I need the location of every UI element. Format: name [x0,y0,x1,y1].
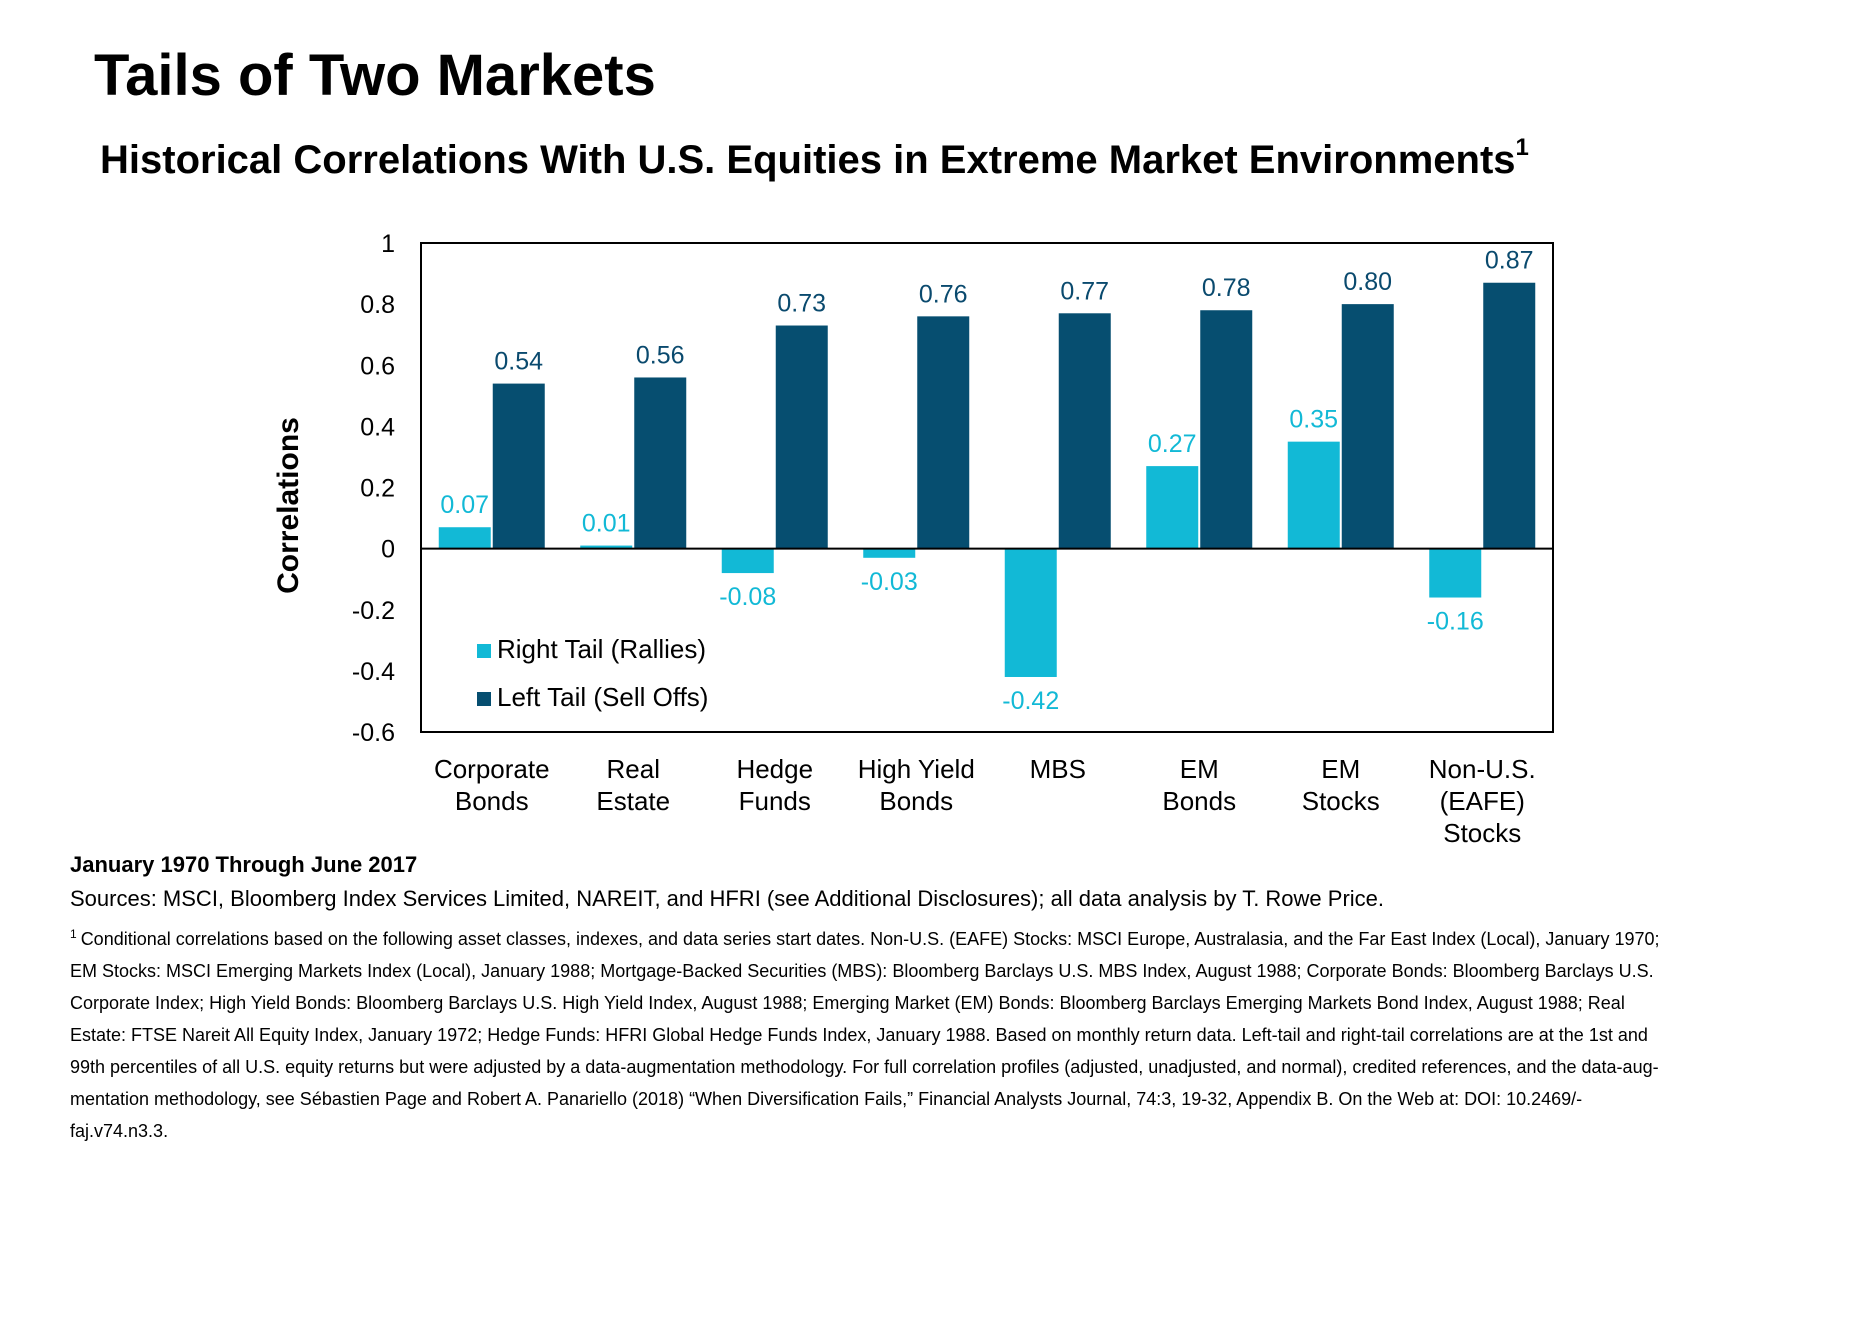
data-labels: 0.07 0.01 -0.08 -0.03 -0.42 0.27 0.35 -0.16 0.54… [440,247,1533,715]
x-category-label: Non-U.S. [1429,754,1536,784]
page-title: Tails of Two Markets [94,43,656,108]
data-label-right-tail: -0.08 [719,583,776,611]
x-category-label: Funds [739,786,811,816]
legend-label: Right Tail (Rallies) [497,634,706,664]
bar-right-tail [580,545,633,549]
legend: Right Tail (Rallies) Left Tail (Sell Offs… [477,634,708,712]
footnote-text: Estate: FTSE Nareit All Equity Index, Ja… [70,1025,1648,1045]
footer: January 1970 Through June 2017 Sources: … [70,852,1830,1147]
data-label-left-tail: 0.78 [1202,274,1251,302]
sources-note: Sources: MSCI, Bloomberg Index Services … [70,886,1385,911]
data-label-right-tail: 0.27 [1148,430,1197,458]
bar-left-tail [917,316,970,549]
bar-left-tail [1483,282,1536,549]
footnote-line: Estate: FTSE Nareit All Equity Index, Ja… [70,1019,1830,1051]
y-tick-label: -0.2 [352,597,395,625]
x-category-label: Real [607,754,660,784]
bars [438,282,1536,677]
x-category-label: Hedge [736,754,813,784]
legend-swatch [477,644,491,658]
y-axis-ticks: 1 0.8 0.6 0.4 0.2 0 -0.2 -0.4 -0.6 [352,230,395,747]
data-label-right-tail: 0.07 [440,491,489,519]
chart-subtitle: Historical Correlations With U.S. Equiti… [100,133,1529,184]
footnote-line: faj.v74.n3.3. [70,1115,1830,1147]
x-category-label: Stocks [1302,786,1380,816]
bar-left-tail [775,325,828,549]
plot-frame [420,242,1554,733]
x-category-label: EM [1321,754,1360,784]
bar-left-tail [1058,313,1111,549]
date-range: January 1970 Through June 2017 [70,852,418,877]
y-tick-label: 0.2 [360,475,395,503]
footnote-line: 99th percentiles of all U.S. equity retu… [70,1051,1830,1083]
bar-right-tail [721,548,774,574]
footnote-text: mentation methodology, see Sébastien Pag… [70,1089,1583,1109]
y-tick-label: 0.8 [360,291,395,319]
footnote-text: Corporate Index; High Yield Bonds: Bloom… [70,993,1625,1013]
bar-right-tail [1146,466,1199,549]
footnote-mark: 1 [70,927,77,941]
bar-left-tail [1200,310,1253,549]
subtitle-footnote-mark: 1 [1515,133,1529,161]
x-category-label: Bonds [455,786,529,816]
bar-right-tail [1429,548,1482,598]
subtitle-text: Historical Correlations With U.S. Equiti… [100,138,1516,182]
footnote-text: 99th percentiles of all U.S. equity retu… [70,1057,1659,1077]
x-category-label: EM [1180,754,1219,784]
x-category-label: Estate [596,786,670,816]
data-label-left-tail: 0.76 [919,280,968,308]
footnote-line: mentation methodology, see Sébastien Pag… [70,1083,1830,1115]
data-label-left-tail: 0.56 [636,341,685,369]
data-label-left-tail: 0.77 [1060,277,1109,305]
x-category-label: Stocks [1443,818,1521,845]
data-label-right-tail: -0.16 [1427,608,1484,636]
data-label-left-tail: 0.80 [1343,268,1392,296]
bar-left-tail [492,383,545,549]
bar-left-tail [634,377,687,549]
y-tick-label: 1 [381,230,395,258]
y-tick-label: 0 [381,536,395,564]
footnote-line: Corporate Index; High Yield Bonds: Bloom… [70,987,1830,1019]
y-tick-label: -0.4 [352,658,395,686]
data-label-right-tail: -0.03 [861,568,918,596]
data-label-left-tail: 0.54 [494,348,543,376]
y-tick-label: -0.6 [352,719,395,747]
x-category-label: (EAFE) [1440,786,1525,816]
correlation-bar-chart: 1 0.8 0.6 0.4 0.2 0 -0.2 -0.4 -0.6 0.07 0.01 -0.08… [272,230,1554,845]
x-category-label: MBS [1030,754,1086,784]
data-label-right-tail: 0.35 [1289,406,1338,434]
footnote: 1 Conditional correlations based on the f… [70,918,1830,1147]
x-category-label: Bonds [1162,786,1236,816]
footnote-text: EM Stocks: MSCI Emerging Markets Index (… [70,961,1654,981]
data-label-left-tail: 0.73 [777,290,826,318]
data-label-right-tail: -0.42 [1002,687,1059,715]
legend-swatch [477,692,491,706]
bar-right-tail [863,548,916,558]
legend-label: Left Tail (Sell Offs) [497,682,708,712]
bar-right-tail [438,527,491,549]
bar-right-tail [1004,548,1057,677]
y-tick-label: 0.4 [360,413,395,441]
x-category-label: Corporate [434,754,550,784]
footnote-text: Conditional correlations based on the fo… [80,929,1660,949]
bar-right-tail [1287,441,1340,549]
x-category-label: High Yield [858,754,975,784]
data-label-right-tail: 0.01 [582,510,631,538]
data-label-left-tail: 0.87 [1485,247,1534,275]
x-category-label: Bonds [879,786,953,816]
bar-left-tail [1341,304,1394,549]
y-tick-label: 0.6 [360,352,395,380]
footnote-line: EM Stocks: MSCI Emerging Markets Index (… [70,955,1830,987]
y-axis-label: Correlations [272,417,305,594]
footnote-text: faj.v74.n3.3. [70,1121,169,1141]
footnote-line: 1 Conditional correlations based on the f… [70,918,1830,955]
